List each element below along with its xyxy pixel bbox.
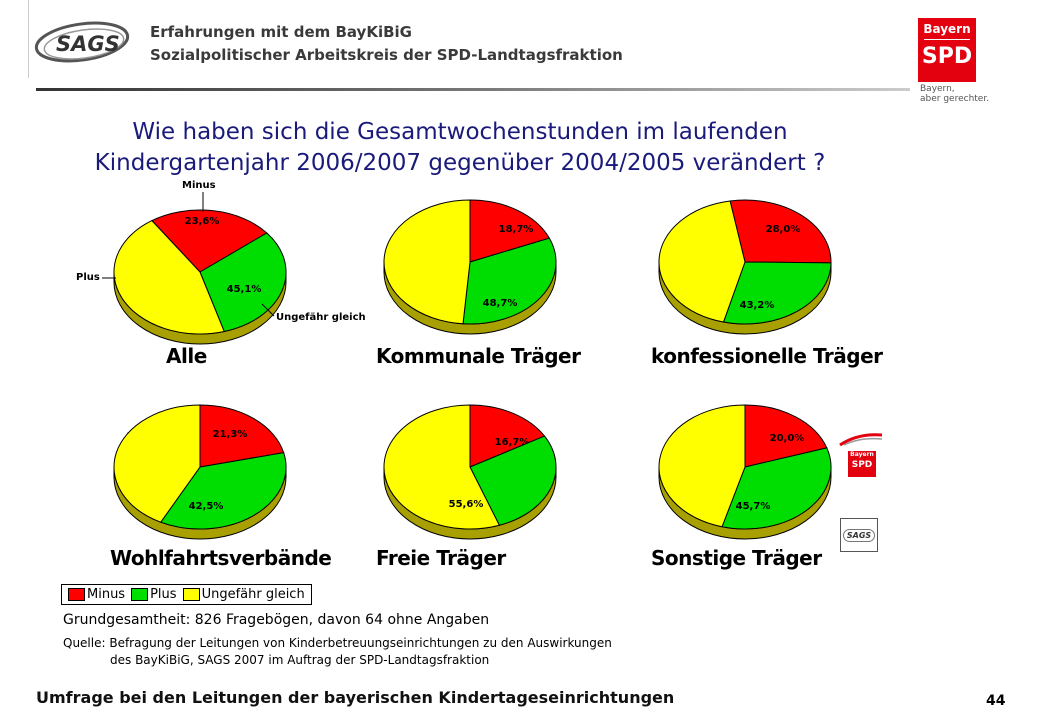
side-spd-top: Bayern (850, 451, 874, 458)
pie-1-slice-minus (469, 199, 551, 263)
pie-title-alle: Alle (166, 344, 207, 368)
pie-2-slice-minus (729, 199, 832, 264)
pie-3-label-equal: 42,5% (189, 501, 224, 512)
pie-4-slice-plus (469, 435, 557, 526)
pie-0-slice-minus (151, 209, 268, 273)
side-sags-text: SAGS (842, 528, 876, 542)
side-sags-logo: SAGS (840, 518, 878, 552)
footer-text: Umfrage bei den Leitungen der bayerische… (36, 688, 675, 707)
legend-swatch-plus (131, 588, 149, 601)
callout-minus: Minus (182, 180, 216, 191)
side-spd-swoosh (839, 433, 883, 447)
header-line-1: Erfahrungen mit dem BayKiBiG (150, 23, 412, 41)
pie-2-slice-equal (658, 200, 746, 323)
side-spd-box: Bayern SPD (848, 451, 876, 477)
pie-1-label-equal: 48,7% (483, 298, 518, 309)
pie-4-label-minus: 16,7% (495, 437, 530, 448)
note-total: Grundgesamtheit: 826 Fragebögen, davon 6… (63, 612, 490, 628)
spd-slogan: Bayern, aber gerechter. (920, 84, 989, 104)
pie-0-label-equal: 45,1% (227, 284, 262, 295)
spd-slogan-2: aber gerechter. (920, 94, 990, 104)
header-underline (36, 88, 910, 91)
callout-line-equal (261, 303, 275, 317)
spd-logo-divider (924, 39, 970, 40)
pie-5-label-equal: 45,7% (736, 501, 771, 512)
sags-logo-text: SAGS (56, 32, 120, 56)
pie-4-label-equal: 55,6% (449, 499, 484, 510)
pie-1-slice-equal (383, 199, 471, 325)
pie-5-label-minus: 20,0% (770, 433, 805, 444)
pie-4-slice-minus (469, 404, 546, 468)
spd-logo-main: SPD (921, 44, 973, 69)
legend-minus-label: Minus (87, 587, 126, 602)
side-spd-logo: Bayern SPD (838, 432, 884, 477)
legend-equal-label: Ungefähr gleich (201, 587, 305, 602)
page-title-line-1: Wie haben sich die Gesamtwochenstunden i… (132, 119, 788, 145)
pie-2-label-equal: 43,2% (740, 300, 775, 311)
pie-4-slice-equal (383, 404, 501, 530)
legend-equal: Ungefähr gleich (182, 587, 305, 602)
header-line-2: Sozialpolitischer Arbeitskreis der SPD-L… (150, 46, 623, 64)
callout-equal: Ungefähr gleich (276, 312, 366, 323)
pie-0-label-minus: 23,6% (185, 216, 220, 227)
spd-logo-region: Bayern (923, 22, 971, 36)
callout-plus: Plus (76, 272, 100, 283)
pie-0-slice-equal (113, 219, 225, 335)
sags-logo: SAGS (34, 21, 130, 63)
header-left-rule (0, 0, 29, 78)
pie-title-konfessionelle: konfessionelle Träger (651, 344, 883, 368)
note-source-1: Quelle: Befragung der Leitungen von Kind… (63, 636, 612, 650)
pie-1-slice-plus (462, 237, 557, 325)
legend-plus: Plus (131, 587, 177, 602)
legend-swatch-equal (182, 588, 200, 601)
pie-title-wohlfahrt: Wohlfahrtsverbände (110, 546, 332, 570)
legend: Minus Plus Ungefähr gleich (61, 584, 312, 605)
pie-1-label-minus: 18,7% (499, 224, 534, 235)
pie-2-label-minus: 28,0% (766, 224, 801, 235)
pie-title-sonstige: Sonstige Träger (651, 546, 822, 570)
page-title: Wie haben sich die Gesamtwochenstunden i… (60, 117, 860, 179)
pie-3-label-minus: 21,3% (213, 429, 248, 440)
pie-3-slice-plus (159, 452, 287, 530)
pie-3-slice-minus (199, 404, 285, 468)
side-spd-main: SPD (851, 460, 873, 470)
note-source-2: des BayKiBiG, SAGS 2007 im Auftrag der S… (110, 653, 490, 667)
pie-title-freie: Freie Träger (376, 546, 506, 570)
legend-minus: Minus (68, 587, 125, 602)
spd-slogan-1: Bayern, (920, 84, 955, 94)
pie-5-slice-equal (658, 404, 746, 528)
page-number: 44 (986, 693, 1006, 709)
spd-logo: Bayern SPD (918, 18, 976, 82)
page-title-line-2: Kindergartenjahr 2006/2007 gegenüber 200… (94, 150, 826, 176)
pie-5-slice-plus (721, 447, 832, 530)
pie-2-slice-plus (722, 261, 832, 325)
pie-title-kommunale: Kommunale Träger (376, 344, 581, 368)
pie-5-slice-minus (744, 404, 828, 468)
legend-plus-label: Plus (150, 587, 177, 602)
legend-swatch-minus (68, 588, 85, 601)
pie-3-slice-equal (113, 404, 201, 523)
